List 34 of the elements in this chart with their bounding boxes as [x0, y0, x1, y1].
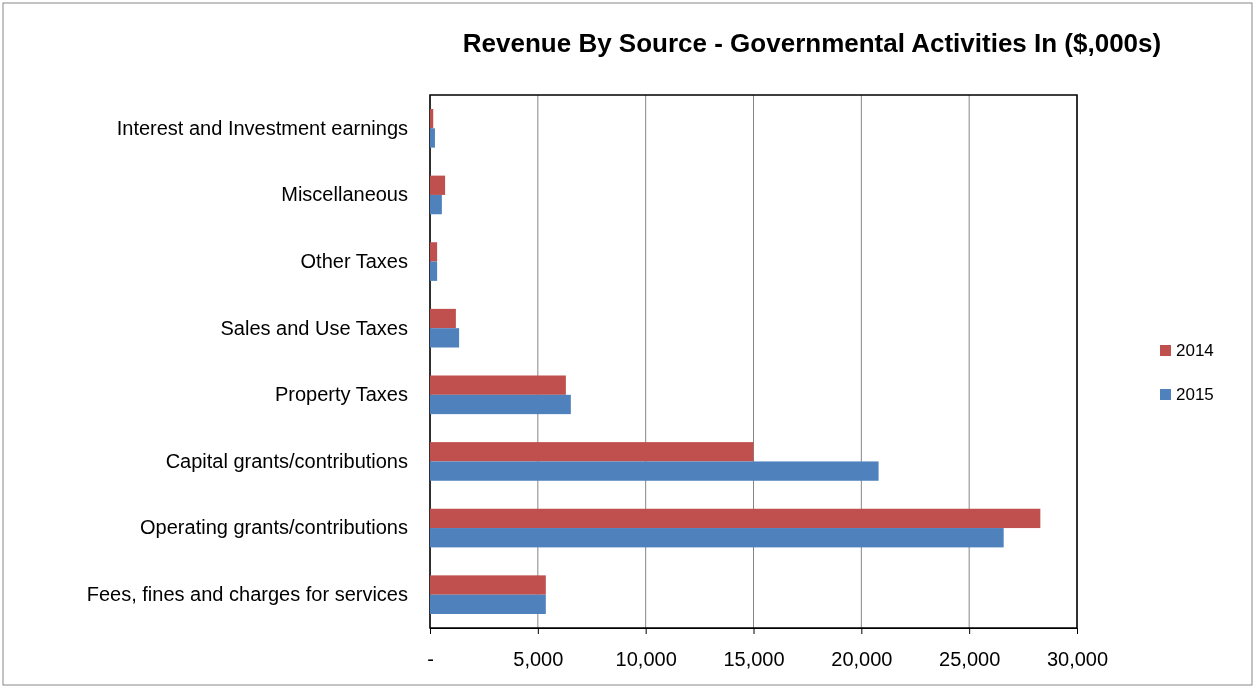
bar: [430, 575, 546, 595]
bar: [430, 242, 438, 262]
x-tick-label: 30,000: [1046, 648, 1109, 671]
bar: [430, 394, 571, 415]
bar: [430, 128, 435, 148]
x-tick-label: 10,000: [615, 648, 677, 671]
bar: [430, 461, 879, 481]
y-tick-label: Operating grants/contributions: [140, 516, 408, 539]
y-tick-label: Interest and Investment earnings: [116, 116, 408, 139]
bar: [430, 108, 434, 129]
chart-title: Revenue By Source - Governmental Activities In ($,000s): [462, 28, 1162, 58]
bar: [430, 528, 1004, 548]
bar: [430, 442, 754, 462]
x-tick-label: -: [427, 648, 434, 671]
legend-label: 2015: [1176, 385, 1214, 404]
y-tick-label: Capital grants/contributions: [165, 449, 408, 472]
y-tick-label: Miscellaneous: [281, 183, 408, 206]
legend-label: 2014: [1176, 341, 1214, 360]
bar: [430, 261, 438, 281]
bar: [430, 594, 546, 615]
y-tick-label: Fees, fines and charges for services: [86, 583, 408, 606]
bar: [430, 328, 460, 348]
bar: [430, 375, 566, 395]
x-tick-label: 15,000: [723, 648, 785, 671]
bar: [430, 508, 1041, 529]
x-tick-label: 25,000: [939, 648, 1001, 671]
x-tick-label: 20,000: [831, 648, 893, 671]
y-tick-label: Other Taxes: [300, 249, 408, 272]
x-tick-label: 5,000: [513, 648, 564, 671]
y-tick-label: Property Taxes: [274, 383, 408, 406]
bar: [430, 175, 446, 195]
bar: [430, 194, 442, 215]
bar: [430, 308, 456, 329]
y-tick-label: Sales and Use Taxes: [220, 316, 408, 339]
